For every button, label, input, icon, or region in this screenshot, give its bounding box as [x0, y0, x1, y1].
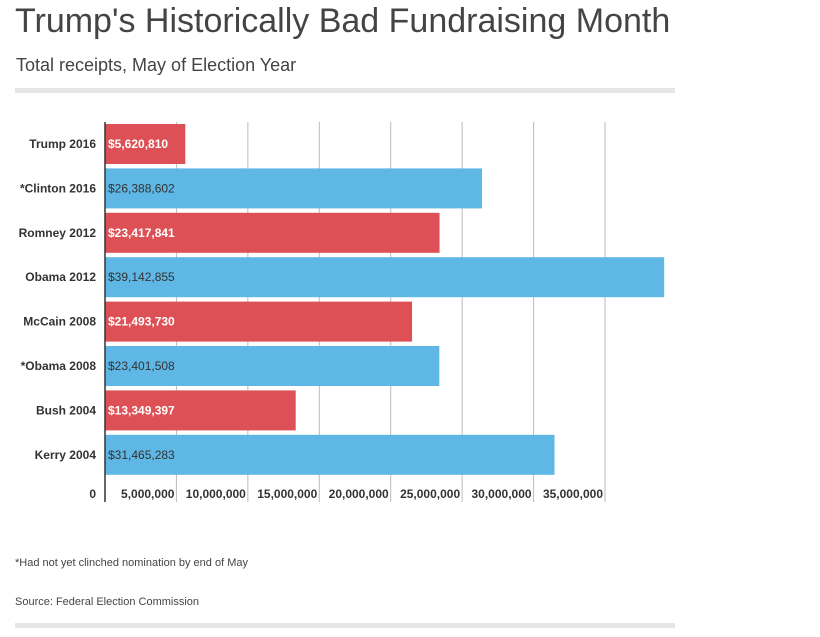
header-divider	[15, 88, 675, 93]
value-label: $26,388,602	[108, 181, 175, 195]
chart-title: Trump's Historically Bad Fundraising Mon…	[15, 2, 671, 40]
category-label: Kerry 2004	[35, 448, 97, 462]
value-label: $39,142,855	[108, 270, 175, 284]
x-tick-label: 20,000,000	[329, 487, 389, 501]
bar	[105, 257, 665, 298]
bar	[105, 301, 413, 342]
x-tick-label: 35,000,000	[543, 487, 603, 501]
x-tick-label: 5,000,000	[121, 487, 175, 501]
chart-subtitle: Total receipts, May of Election Year	[16, 55, 297, 75]
category-label: *Obama 2008	[21, 359, 97, 373]
x-tick-label: 30,000,000	[472, 487, 532, 501]
value-label: $31,465,283	[108, 448, 175, 462]
category-label: Obama 2012	[25, 270, 96, 284]
category-label: Romney 2012	[19, 226, 97, 240]
category-label: *Clinton 2016	[20, 181, 96, 195]
value-label: $21,493,730	[108, 315, 175, 329]
bar	[105, 346, 440, 386]
category-label: Bush 2004	[36, 403, 96, 417]
value-label: $23,417,841	[108, 226, 175, 240]
x-tick-label: 25,000,000	[400, 487, 460, 501]
bar	[105, 124, 186, 164]
footnote: *Had not yet clinched nomination by end …	[15, 557, 248, 569]
footer-divider	[15, 623, 675, 628]
value-label: $13,349,397	[108, 403, 175, 417]
value-label: $5,620,810	[108, 137, 168, 151]
bar	[105, 390, 296, 431]
x-tick-label: 15,000,000	[257, 487, 317, 501]
x-tick-label: 0	[89, 487, 96, 501]
source-note: Source: Federal Election Commission	[15, 596, 200, 608]
value-label: $23,401,508	[108, 359, 175, 373]
x-tick-label: 10,000,000	[186, 487, 246, 501]
category-label: Trump 2016	[29, 137, 96, 151]
category-label: McCain 2008	[23, 315, 96, 329]
bar	[105, 434, 555, 475]
bar	[105, 212, 440, 253]
bar	[105, 168, 482, 209]
